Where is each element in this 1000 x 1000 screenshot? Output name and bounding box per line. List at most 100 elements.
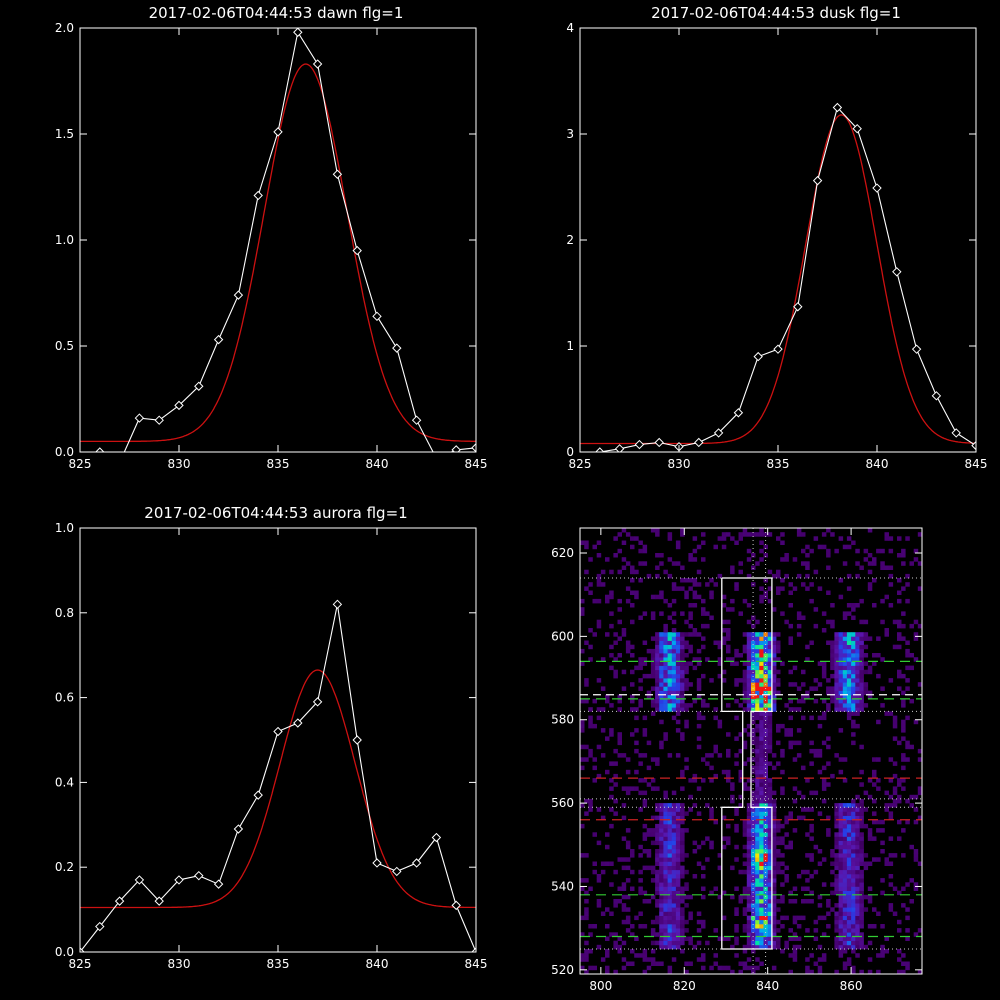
heatmap-cell	[671, 849, 677, 854]
heatmap-cell	[763, 757, 768, 762]
heatmap-cell	[726, 632, 731, 637]
heatmap-cell	[834, 886, 839, 891]
heatmap-cell	[746, 703, 752, 708]
heatmap-cell	[734, 736, 739, 741]
heatmap-cell	[763, 798, 768, 804]
data-point	[154, 896, 164, 906]
heatmap-cell	[776, 657, 781, 662]
heatmap-cell	[788, 936, 793, 941]
heatmap-cell	[842, 940, 848, 946]
heatmap-cell	[776, 819, 781, 825]
heatmap-cell	[680, 682, 685, 687]
heatmap-cell	[846, 694, 852, 700]
heatmap-cell	[859, 653, 864, 658]
heatmap-cell	[838, 949, 844, 954]
heatmap-cell	[717, 536, 723, 541]
heatmap-cell	[650, 594, 656, 600]
heatmap-cell	[888, 811, 894, 816]
heatmap-cell	[671, 703, 677, 708]
heatmap-cell	[859, 744, 864, 750]
heatmap-cell	[580, 719, 585, 725]
heatmap-cell	[755, 798, 760, 804]
heatmap-cell	[813, 790, 819, 796]
heatmap-cell	[675, 919, 681, 925]
heatmap-cell	[663, 628, 668, 633]
heatmap-cell	[755, 669, 760, 675]
heatmap-cell	[680, 644, 685, 650]
data-point	[614, 444, 625, 452]
heatmap-cell	[621, 940, 627, 946]
heatmap-cell	[838, 911, 844, 916]
heatmap-cell	[646, 899, 652, 904]
heatmap-cell	[909, 653, 914, 658]
heatmap-cell	[867, 886, 873, 891]
heatmap-cell	[801, 807, 806, 812]
heatmap-cell	[763, 532, 768, 537]
heatmap-cell	[655, 640, 660, 645]
heatmap-cell	[767, 786, 773, 791]
heatmap-cell	[663, 690, 668, 696]
heatmap-cell	[776, 640, 781, 645]
heatmap-cell	[842, 803, 848, 808]
heatmap-cell	[663, 598, 668, 604]
heatmap-cell	[842, 669, 848, 675]
heatmap-cell	[834, 632, 839, 637]
heatmap-cell	[917, 757, 922, 762]
heatmap-cell	[788, 953, 793, 958]
heatmap-cell	[838, 844, 844, 850]
heatmap-cell	[780, 840, 785, 846]
heatmap-cell	[734, 857, 739, 862]
heatmap-cell	[580, 932, 585, 937]
heatmap-cell	[759, 819, 764, 825]
heatmap-cell	[734, 661, 739, 666]
heatmap-cell	[600, 753, 606, 758]
heatmap-cell	[842, 682, 848, 687]
heatmap-cell	[755, 919, 760, 925]
heatmap-cell	[821, 715, 827, 721]
heatmap-cell	[680, 865, 685, 871]
heatmap-cell	[734, 540, 739, 545]
heatmap-cell	[625, 907, 631, 912]
heatmap-cell	[759, 903, 764, 908]
heatmap-cell	[834, 969, 839, 974]
data-point	[872, 183, 882, 193]
heatmap-cell	[796, 632, 802, 637]
heatmap-cell	[617, 698, 622, 704]
heatmap-cell	[701, 886, 706, 891]
heatmap-cell	[746, 919, 752, 925]
heatmap-cell	[696, 648, 702, 654]
heatmap-cell	[663, 919, 668, 925]
heatmap-cell	[855, 899, 860, 904]
heatmap-cell	[830, 890, 835, 896]
heatmap-cell	[675, 640, 681, 645]
heatmap-cell	[675, 815, 681, 821]
heatmap-cell	[688, 586, 693, 591]
heatmap-cell	[742, 740, 748, 746]
heatmap-cell	[776, 569, 781, 575]
heatmap-cell	[584, 949, 589, 954]
heatmap-cell	[901, 828, 906, 833]
heatmap-cell	[671, 957, 677, 962]
heatmap-cell	[855, 665, 860, 671]
heatmap-cell	[675, 903, 681, 908]
heatmap-cell	[859, 694, 864, 700]
heatmap-cell	[763, 553, 768, 558]
heatmap-cell	[851, 719, 856, 725]
heatmap-cell	[909, 844, 914, 850]
heatmap-cell	[609, 761, 614, 766]
heatmap-cell	[901, 673, 906, 679]
heatmap-cell	[671, 899, 677, 904]
heatmap-cell	[667, 928, 673, 933]
heatmap-cell	[696, 661, 702, 666]
heatmap-cell	[880, 944, 885, 950]
heatmap-cell	[755, 786, 760, 791]
heatmap-cell	[642, 753, 648, 758]
heatmap-cell	[663, 648, 668, 654]
heatmap-cell	[901, 778, 906, 783]
data-point	[332, 169, 343, 179]
heatmap-cell	[680, 936, 685, 941]
heatmap-cell	[738, 894, 743, 900]
heatmap-cell	[638, 657, 643, 662]
heatmap-cell	[855, 794, 860, 800]
heatmap-cell	[746, 865, 752, 871]
